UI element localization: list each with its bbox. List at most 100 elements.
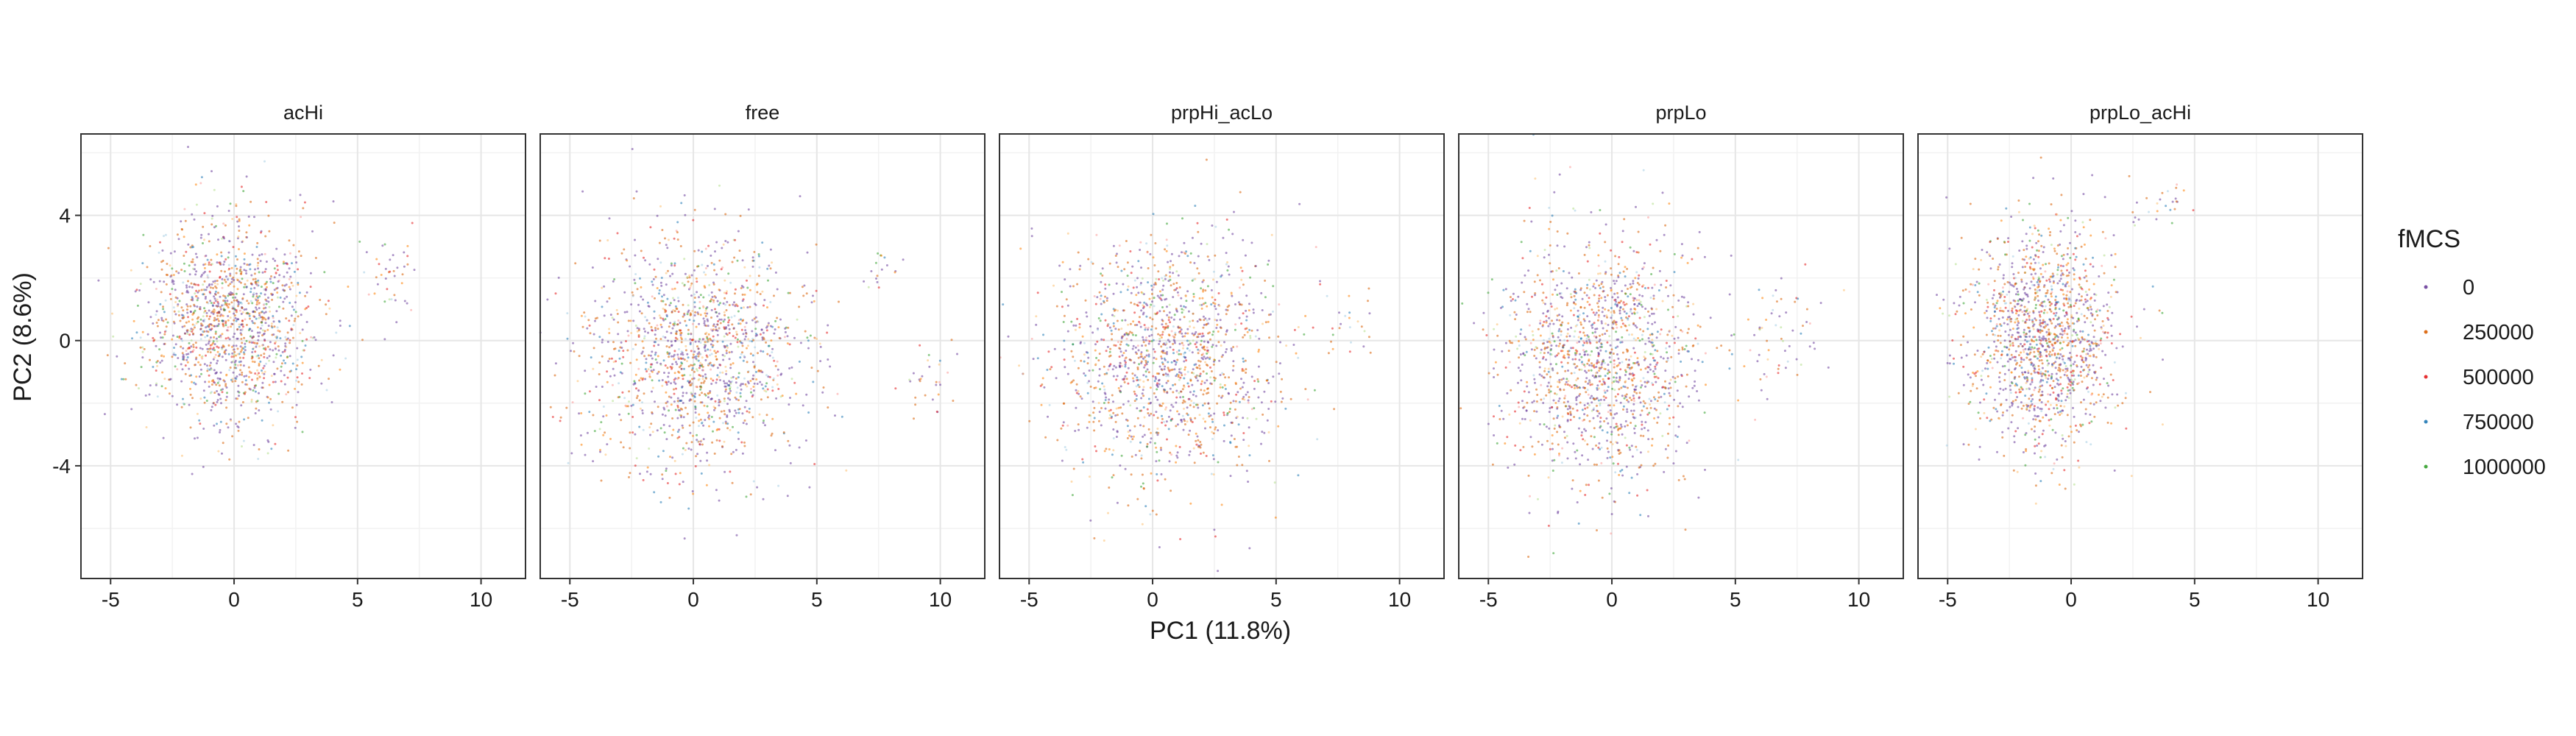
data-point xyxy=(283,359,285,362)
data-point xyxy=(786,342,789,345)
data-point xyxy=(602,434,605,436)
data-point xyxy=(1578,368,1581,371)
data-point xyxy=(216,381,219,384)
data-point xyxy=(819,360,822,363)
data-point xyxy=(199,368,202,371)
data-point xyxy=(789,397,791,399)
data-point xyxy=(1591,447,1594,450)
data-point xyxy=(1124,365,1127,368)
data-point xyxy=(1585,342,1588,344)
data-point xyxy=(186,356,189,358)
data-point xyxy=(760,369,762,372)
data-point xyxy=(1162,279,1164,282)
data-point xyxy=(210,380,213,383)
data-point xyxy=(677,319,680,322)
data-point xyxy=(666,297,669,300)
data-point xyxy=(668,238,670,241)
data-point xyxy=(1248,445,1250,447)
data-point xyxy=(1200,287,1203,290)
data-point xyxy=(706,337,709,340)
data-point xyxy=(1177,294,1180,297)
data-point xyxy=(174,313,177,316)
data-point xyxy=(248,328,251,330)
data-point xyxy=(1279,390,1282,393)
data-point xyxy=(1313,389,1316,392)
data-point xyxy=(1158,546,1161,548)
data-point xyxy=(229,316,232,319)
data-point xyxy=(237,305,239,308)
data-point xyxy=(702,424,705,427)
data-point xyxy=(1172,283,1175,286)
data-point xyxy=(222,442,224,445)
data-point xyxy=(293,270,296,273)
data-point xyxy=(1216,402,1219,405)
data-point xyxy=(1098,291,1101,294)
data-point xyxy=(1086,362,1089,365)
data-point xyxy=(763,299,766,302)
data-point xyxy=(217,355,220,358)
data-point xyxy=(1206,319,1209,322)
data-point xyxy=(651,386,654,389)
data-point xyxy=(1248,426,1250,429)
data-point xyxy=(1044,436,1047,439)
data-point xyxy=(1265,379,1268,382)
data-point xyxy=(1229,401,1232,404)
data-point xyxy=(244,383,247,386)
data-point xyxy=(701,375,704,378)
data-point xyxy=(691,322,694,325)
data-point xyxy=(202,289,205,291)
data-point xyxy=(667,269,669,272)
data-point xyxy=(253,286,256,289)
data-point xyxy=(1065,448,1068,451)
data-point xyxy=(275,336,277,339)
data-point xyxy=(1150,412,1153,415)
data-point xyxy=(1043,386,1046,389)
data-point xyxy=(617,321,620,324)
data-point xyxy=(1612,353,1615,355)
data-point xyxy=(1108,365,1111,368)
data-point xyxy=(640,312,643,315)
data-point xyxy=(1132,286,1135,289)
data-point xyxy=(244,342,247,345)
data-point xyxy=(225,302,228,305)
data-point xyxy=(664,336,667,339)
data-point xyxy=(746,381,749,383)
data-point xyxy=(721,266,724,269)
data-point xyxy=(692,353,695,356)
data-point xyxy=(1285,344,1288,347)
data-point xyxy=(1618,272,1621,275)
data-point xyxy=(739,392,742,394)
data-point xyxy=(699,385,702,388)
data-point xyxy=(269,348,272,351)
data-point xyxy=(1136,286,1139,289)
data-point xyxy=(272,381,275,383)
data-point xyxy=(1164,478,1167,481)
data-point xyxy=(283,383,286,386)
data-point xyxy=(205,301,208,304)
data-point xyxy=(265,261,268,263)
data-point xyxy=(198,375,201,378)
data-point xyxy=(199,364,202,367)
data-point xyxy=(683,537,686,540)
data-point xyxy=(1563,389,1565,392)
data-point xyxy=(704,419,707,422)
data-point xyxy=(1119,343,1122,346)
data-point xyxy=(1133,374,1136,377)
data-point xyxy=(1141,523,1144,526)
data-point xyxy=(187,243,190,246)
data-point xyxy=(1061,424,1064,427)
data-point xyxy=(721,353,724,356)
data-point xyxy=(768,354,771,357)
data-point xyxy=(690,333,693,336)
data-point xyxy=(668,409,670,412)
data-point xyxy=(261,419,263,422)
data-point xyxy=(236,258,238,261)
data-point xyxy=(178,300,181,302)
data-point xyxy=(1554,289,1557,291)
data-point xyxy=(1545,394,1548,397)
data-point xyxy=(241,401,244,403)
data-point xyxy=(229,283,232,286)
data-point xyxy=(255,306,258,309)
data-point xyxy=(220,251,223,254)
data-point xyxy=(679,245,682,247)
